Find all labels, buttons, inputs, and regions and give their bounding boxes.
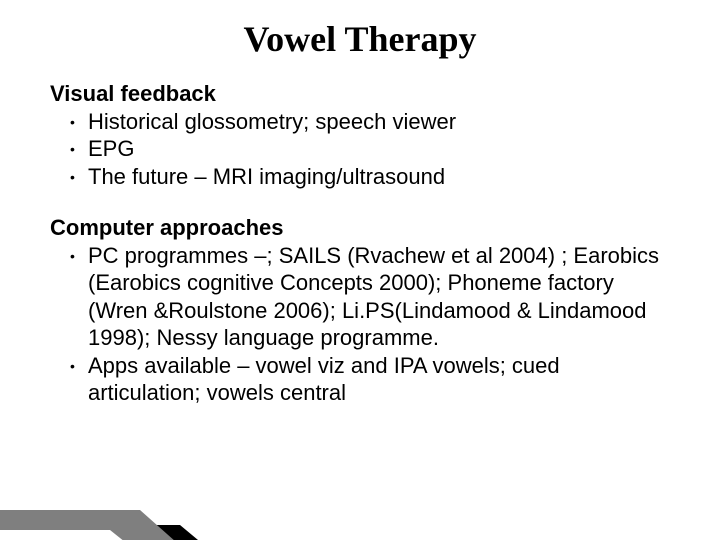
slide-title: Vowel Therapy bbox=[50, 18, 670, 60]
section-computer-approaches: Computer approaches PC programmes –; SAI… bbox=[50, 214, 670, 407]
list-item: The future – MRI imaging/ultrasound bbox=[70, 163, 670, 191]
list-item: Apps available – vowel viz and IPA vowel… bbox=[70, 352, 670, 407]
list-item: Historical glossometry; speech viewer bbox=[70, 108, 670, 136]
list-item: PC programmes –; SAILS (Rvachew et al 20… bbox=[70, 242, 670, 352]
bullet-list: PC programmes –; SAILS (Rvachew et al 20… bbox=[50, 242, 670, 407]
bullet-list: Historical glossometry; speech viewer EP… bbox=[50, 108, 670, 191]
corner-decoration-icon bbox=[0, 470, 220, 540]
slide: Vowel Therapy Visual feedback Historical… bbox=[0, 0, 720, 540]
list-item: EPG bbox=[70, 135, 670, 163]
section-heading: Visual feedback bbox=[50, 80, 670, 108]
section-heading: Computer approaches bbox=[50, 214, 670, 242]
section-visual-feedback: Visual feedback Historical glossometry; … bbox=[50, 80, 670, 190]
